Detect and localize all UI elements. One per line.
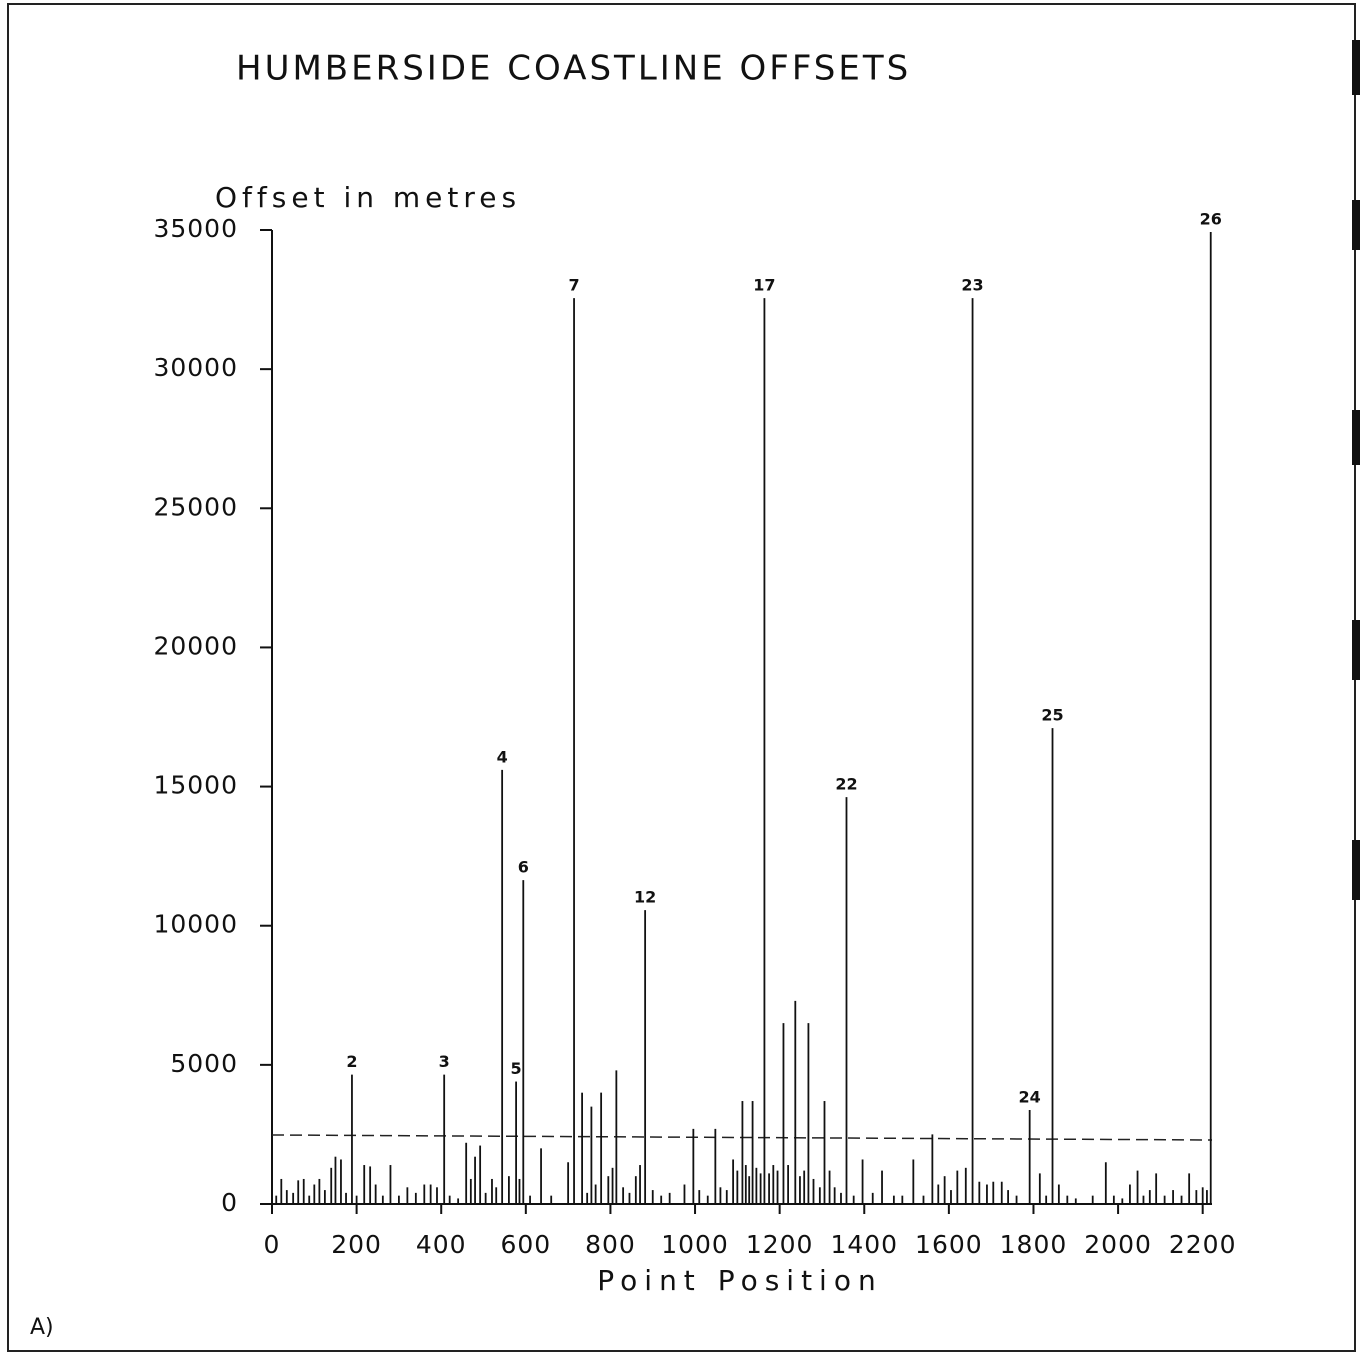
scan-edge	[1352, 840, 1360, 900]
x-tick-label: 0	[264, 1230, 281, 1259]
spike-label: 23	[961, 276, 983, 295]
y-tick-label: 35000	[153, 214, 238, 243]
frame	[7, 3, 1356, 1352]
x-tick-label: 1400	[830, 1230, 898, 1259]
spike-label: 3	[439, 1052, 450, 1071]
y-tick-label: 30000	[153, 353, 238, 382]
scan-edge	[1352, 620, 1360, 680]
y-tick-label: 5000	[170, 1049, 238, 1078]
x-axis-label: Point Position	[597, 1264, 882, 1297]
scan-edge	[1352, 200, 1360, 250]
spike-label: 26	[1200, 209, 1222, 228]
spike-label: 12	[634, 888, 656, 907]
spike-label: 7	[568, 276, 579, 295]
x-tick-label: 2200	[1169, 1230, 1237, 1259]
x-tick-label: 1200	[746, 1230, 814, 1259]
x-tick-label: 1600	[915, 1230, 983, 1259]
x-tick-label: 600	[500, 1230, 551, 1259]
y-tick-label: 15000	[153, 771, 238, 800]
x-tick-label: 800	[585, 1230, 636, 1259]
spike-label: 17	[753, 276, 775, 295]
spike-label: 2	[346, 1052, 357, 1071]
spike-label: 5	[511, 1059, 522, 1078]
spike-label: 24	[1019, 1087, 1041, 1106]
y-tick-label: 20000	[153, 631, 238, 660]
x-tick-label: 200	[331, 1230, 382, 1259]
spike-label: 25	[1041, 706, 1063, 725]
x-tick-label: 400	[416, 1230, 467, 1259]
y-tick-label: 10000	[153, 910, 238, 939]
x-tick-label: 1000	[661, 1230, 729, 1259]
spike-label: 6	[518, 858, 529, 877]
x-tick-label: 2000	[1084, 1230, 1152, 1259]
spike-label: 22	[835, 775, 857, 794]
scan-edge	[1352, 40, 1360, 95]
panel-label: A)	[30, 1315, 54, 1340]
y-axis-label: Offset in metres	[215, 181, 521, 214]
scan-edge	[1352, 410, 1360, 465]
x-tick-label: 1800	[1000, 1230, 1068, 1259]
chart-title: HUMBERSIDE COASTLINE OFFSETS	[236, 49, 911, 89]
y-tick-label: 25000	[153, 492, 238, 521]
y-tick-label: 0	[221, 1188, 238, 1217]
spike-label: 4	[497, 747, 508, 766]
